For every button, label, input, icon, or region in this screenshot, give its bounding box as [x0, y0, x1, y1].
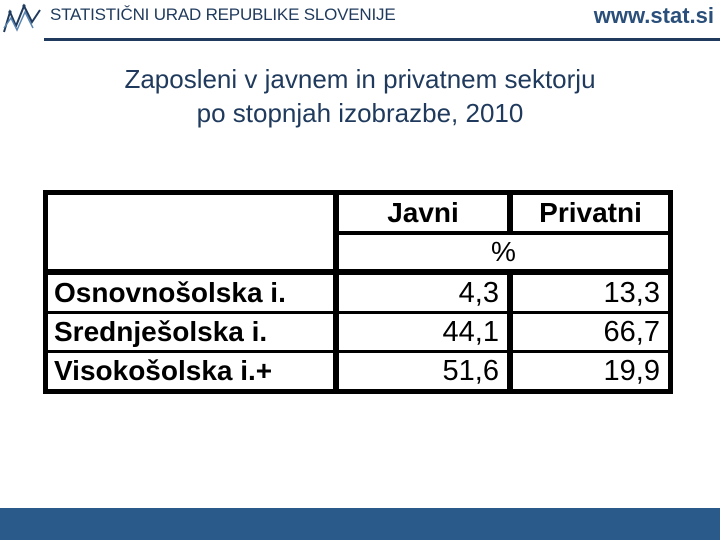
slide-header: STATISTIČNI URAD REPUBLIKE SLOVENIJE www… [0, 0, 720, 42]
slide-title-line-2: po stopnjah izobrazbe, 2010 [196, 98, 524, 128]
column-header-javni: Javni [339, 195, 507, 231]
cell-javni-srednjesolska: 44,1 [339, 314, 507, 350]
cell-privatni-visokosolska: 19,9 [513, 353, 668, 389]
organization-name: STATISTIČNI URAD REPUBLIKE SLOVENIJE [50, 5, 396, 24]
row-label-osnovnosolska: Osnovnošolska i. [48, 275, 333, 311]
slide-title: Zaposleni v javnem in privatnem sektorju… [0, 62, 720, 130]
sursi-logo-icon [3, 3, 41, 33]
header-divider [44, 38, 720, 41]
column-header-privatni: Privatni [513, 195, 668, 231]
unit-label: % [339, 235, 668, 269]
site-url[interactable]: www.stat.si [593, 3, 714, 28]
cell-javni-visokosolska: 51,6 [339, 353, 507, 389]
table-corner [48, 195, 333, 269]
data-table: Javni Privatni % Osnovnošolska i. 4,3 13… [43, 190, 673, 394]
cell-privatni-osnovnosolska: 13,3 [513, 275, 668, 311]
slide-title-line-1: Zaposleni v javnem in privatnem sektorju [124, 64, 596, 94]
cell-javni-osnovnosolska: 4,3 [339, 275, 507, 311]
row-label-visokosolska: Visokošolska i.+ [48, 353, 333, 389]
row-label-srednjesolska: Srednješolska i. [48, 314, 333, 350]
footer-bar [0, 508, 720, 540]
cell-privatni-srednjesolska: 66,7 [513, 314, 668, 350]
